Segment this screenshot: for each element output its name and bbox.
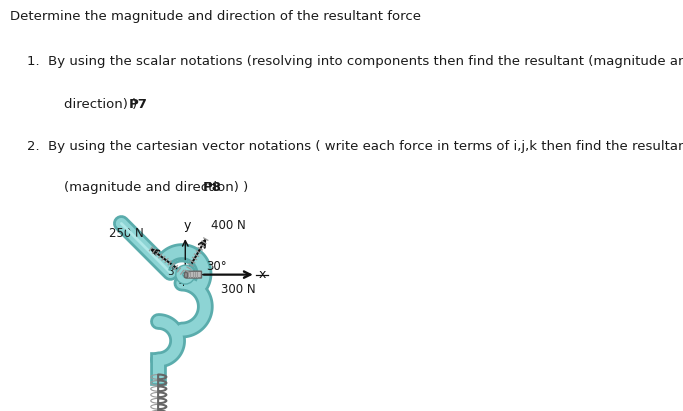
Text: y: y — [184, 219, 191, 232]
Text: P7: P7 — [128, 98, 148, 111]
Text: (magnitude and direction) ): (magnitude and direction) ) — [64, 181, 257, 194]
Text: 1.  By using the scalar notations (resolving into components then find the resul: 1. By using the scalar notations (resolv… — [27, 55, 683, 68]
Text: direction) ): direction) ) — [64, 98, 145, 111]
Text: 4: 4 — [178, 278, 184, 288]
Circle shape — [184, 273, 186, 276]
Text: 3: 3 — [167, 267, 174, 277]
Text: 5: 5 — [184, 266, 191, 276]
Text: 300 N: 300 N — [221, 283, 255, 296]
Text: 250 N: 250 N — [109, 227, 143, 240]
Text: 400 N: 400 N — [211, 219, 246, 233]
Text: 30°: 30° — [206, 260, 227, 273]
FancyBboxPatch shape — [186, 271, 201, 278]
FancyBboxPatch shape — [184, 272, 186, 277]
Text: P8: P8 — [202, 181, 221, 194]
Text: x: x — [259, 268, 266, 281]
Text: 2.  By using the cartesian vector notations ( write each force in terms of i,j,k: 2. By using the cartesian vector notatio… — [27, 140, 683, 153]
Text: Determine the magnitude and direction of the resultant force: Determine the magnitude and direction of… — [10, 9, 421, 23]
